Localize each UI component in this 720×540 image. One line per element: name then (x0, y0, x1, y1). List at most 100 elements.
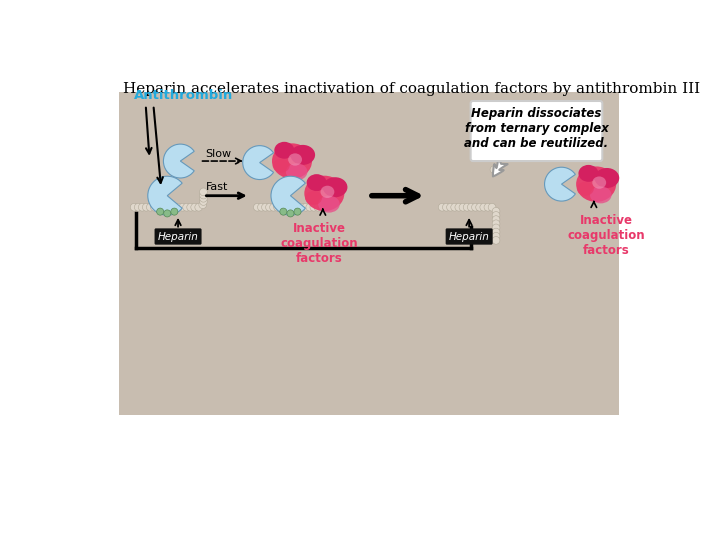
Ellipse shape (272, 143, 312, 179)
Ellipse shape (305, 176, 344, 211)
Circle shape (186, 204, 194, 211)
FancyBboxPatch shape (119, 92, 619, 415)
Circle shape (318, 204, 325, 211)
Circle shape (455, 204, 463, 211)
Ellipse shape (593, 177, 606, 189)
Circle shape (158, 204, 166, 211)
Circle shape (446, 204, 454, 211)
Circle shape (150, 204, 158, 211)
Circle shape (199, 201, 207, 208)
Circle shape (266, 204, 274, 211)
Wedge shape (163, 144, 194, 178)
Circle shape (306, 204, 314, 211)
Circle shape (487, 133, 495, 140)
Circle shape (199, 191, 207, 199)
Circle shape (479, 153, 487, 161)
Circle shape (492, 224, 500, 232)
Ellipse shape (305, 191, 322, 205)
Circle shape (302, 204, 310, 211)
Circle shape (477, 138, 485, 146)
Circle shape (163, 210, 171, 217)
Circle shape (155, 204, 162, 211)
Text: Antithrombin: Antithrombin (134, 90, 233, 103)
Ellipse shape (320, 186, 334, 198)
Circle shape (323, 188, 330, 195)
Circle shape (286, 204, 294, 211)
Ellipse shape (290, 145, 315, 165)
Circle shape (175, 204, 182, 211)
Circle shape (492, 237, 500, 244)
Circle shape (480, 136, 488, 144)
Circle shape (490, 166, 498, 173)
Circle shape (492, 215, 500, 224)
Text: Slow: Slow (205, 149, 231, 159)
Circle shape (476, 204, 483, 211)
Circle shape (488, 139, 496, 147)
Circle shape (191, 204, 199, 211)
Circle shape (294, 208, 301, 215)
Circle shape (480, 204, 487, 211)
Circle shape (138, 204, 146, 211)
Circle shape (199, 198, 207, 205)
Circle shape (179, 204, 186, 211)
Ellipse shape (274, 142, 294, 159)
Circle shape (310, 204, 318, 211)
Circle shape (278, 204, 285, 211)
Circle shape (287, 210, 294, 217)
Circle shape (274, 204, 282, 211)
Circle shape (258, 204, 265, 211)
Ellipse shape (578, 165, 598, 182)
Circle shape (314, 204, 322, 211)
Wedge shape (544, 167, 575, 201)
Circle shape (166, 204, 174, 211)
Circle shape (438, 204, 446, 211)
FancyBboxPatch shape (155, 229, 201, 244)
Circle shape (163, 204, 170, 211)
Circle shape (183, 204, 190, 211)
Circle shape (143, 204, 150, 211)
Wedge shape (148, 176, 182, 215)
Circle shape (323, 194, 330, 202)
Circle shape (492, 220, 500, 227)
Ellipse shape (307, 174, 327, 191)
Circle shape (195, 204, 202, 211)
Circle shape (443, 204, 450, 211)
Circle shape (294, 204, 302, 211)
Ellipse shape (595, 168, 619, 188)
Wedge shape (243, 146, 274, 179)
FancyBboxPatch shape (471, 101, 603, 161)
Ellipse shape (590, 186, 611, 204)
Text: Heparin: Heparin (449, 232, 490, 241)
Circle shape (146, 204, 154, 211)
Circle shape (484, 204, 492, 211)
Circle shape (483, 134, 491, 143)
Circle shape (492, 207, 500, 215)
Circle shape (322, 201, 330, 208)
Circle shape (130, 204, 138, 211)
Circle shape (467, 204, 475, 211)
Wedge shape (271, 176, 305, 215)
Circle shape (492, 228, 500, 236)
Circle shape (171, 204, 179, 211)
Circle shape (157, 208, 163, 215)
Circle shape (199, 194, 207, 202)
Circle shape (463, 204, 471, 211)
Ellipse shape (577, 182, 594, 195)
Text: Inactive
coagulation
factors: Inactive coagulation factors (280, 222, 358, 265)
Circle shape (323, 198, 330, 205)
Ellipse shape (286, 164, 307, 180)
Circle shape (472, 204, 480, 211)
Circle shape (280, 208, 287, 215)
Text: Heparin dissociates
from ternary complex
and can be reutilized.: Heparin dissociates from ternary complex… (464, 107, 608, 150)
FancyBboxPatch shape (446, 229, 492, 244)
Circle shape (199, 188, 207, 195)
Ellipse shape (318, 195, 340, 213)
Circle shape (135, 204, 142, 211)
Circle shape (488, 204, 496, 211)
Circle shape (484, 146, 492, 153)
Ellipse shape (576, 166, 616, 202)
Circle shape (261, 204, 269, 211)
Text: Fast: Fast (206, 181, 228, 192)
Circle shape (269, 204, 277, 211)
Text: Inactive
coagulation
factors: Inactive coagulation factors (567, 214, 645, 257)
